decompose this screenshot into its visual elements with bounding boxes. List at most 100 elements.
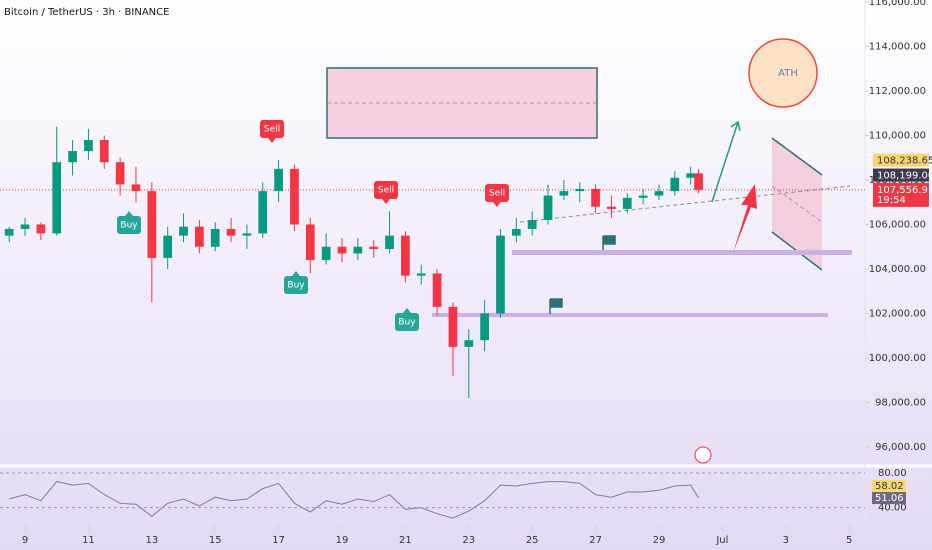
signal-pointer [493,202,501,207]
x-tick-label: 9 [22,535,28,546]
logo [694,446,712,464]
candle-body [353,246,363,254]
x-tick-label: 25 [526,535,539,546]
y-tick-label: 102,000.00 [869,309,926,320]
price-badge [873,182,929,207]
candle-body [163,235,173,258]
rsi-tick-label: 80.00 [878,468,907,479]
signal-label: Sell [489,189,505,199]
candle-body [84,139,93,152]
signal-box [284,276,308,294]
y-tick-label: 104,000.00 [869,264,926,275]
rsi-badge [872,492,906,505]
signal-label: Sell [264,125,280,135]
candle-body [4,228,14,236]
countdown: 19:54 [877,195,906,206]
y-tick-label: 100,000.00 [869,353,926,364]
red-arrow [733,184,757,253]
candle-body [242,233,252,236]
price-badge [873,168,929,182]
x-tick-label: 11 [82,535,95,546]
rsi-line [9,481,700,519]
x-tick-label: 17 [272,535,285,546]
support-band [512,250,852,255]
x-tick-label: Jul [715,535,728,546]
flag [549,298,563,314]
candle-body [337,246,347,254]
trend-line [519,185,851,223]
y-tick-label: 98,000.00 [875,398,926,409]
rsi-badge-label: 51.06 [875,493,904,504]
candle-body [210,228,220,247]
signal-box [260,120,284,138]
candle-body [385,235,394,249]
candle-body [686,173,696,178]
teal-arrow [711,120,741,203]
signal-pointer [382,199,390,204]
x-tick-label: 27 [589,535,602,546]
candle-body [694,173,703,190]
candle-body [448,306,458,347]
signal-pointer [125,211,133,216]
signal-pointer [403,308,411,313]
candle-body [131,184,141,192]
candle-body [258,191,268,234]
candle-body [654,191,664,196]
candle-body [274,168,283,192]
wedge-mid [771,185,823,223]
y-tick-label: 116,000.00 [869,0,926,8]
candle-body [195,226,204,247]
candle-body [591,188,600,207]
ath-circle [748,38,818,108]
candle-body [527,220,537,229]
candle-body [179,226,188,236]
x-tick-label: 15 [209,535,222,546]
candle-body [305,224,315,261]
x-tick-label: 23 [462,535,475,546]
candle-body [464,340,474,347]
candle-body [52,162,62,234]
chart-title: Bitcoin / TetherUS · 3h · BINANCE [4,7,169,18]
y-tick-label: 114,000.00 [869,42,926,53]
candle-body [543,195,553,221]
x-tick-label: 13 [145,535,158,546]
candle-body [432,273,442,307]
candle-body [670,177,680,192]
x-tick-label: 29 [653,535,666,546]
y-tick-label: 106,000.00 [869,220,926,231]
rsi-badge-label: 58.02 [875,481,904,492]
candle-body [638,195,648,198]
signal-label: Buy [120,221,138,231]
candle-body [622,197,632,209]
signal-label: Sell [378,186,394,196]
rsi-badge [872,480,906,493]
price-badge-label: 108,238.65 [877,156,932,167]
signal-pointer [292,271,300,276]
wedge-edge [771,137,823,176]
candle-body [480,313,489,341]
x-tick-label: 19 [336,535,349,546]
candle-body [511,228,521,236]
candle-body [226,228,236,236]
candle-body [401,235,410,276]
candle-body [68,151,77,163]
candle-body [321,246,331,261]
y-tick-label: 96,000.00 [875,442,926,453]
signal-pointer [268,138,276,143]
support-band [432,313,828,317]
candle-body [575,188,585,192]
signal-box [485,184,509,202]
signal-box [374,181,398,199]
x-tick-label: 5 [846,535,852,546]
y-tick-label: 112,000.00 [869,86,926,97]
y-tick-label: 110,000.00 [869,131,926,142]
price-badge [873,153,929,167]
candle-body [607,206,616,209]
flag [602,235,616,250]
candle-body [369,246,379,249]
candle-body [290,168,299,225]
price-badge-label: 107,556.91 [877,185,932,196]
candle-body [496,235,505,314]
candle-body [416,273,426,276]
